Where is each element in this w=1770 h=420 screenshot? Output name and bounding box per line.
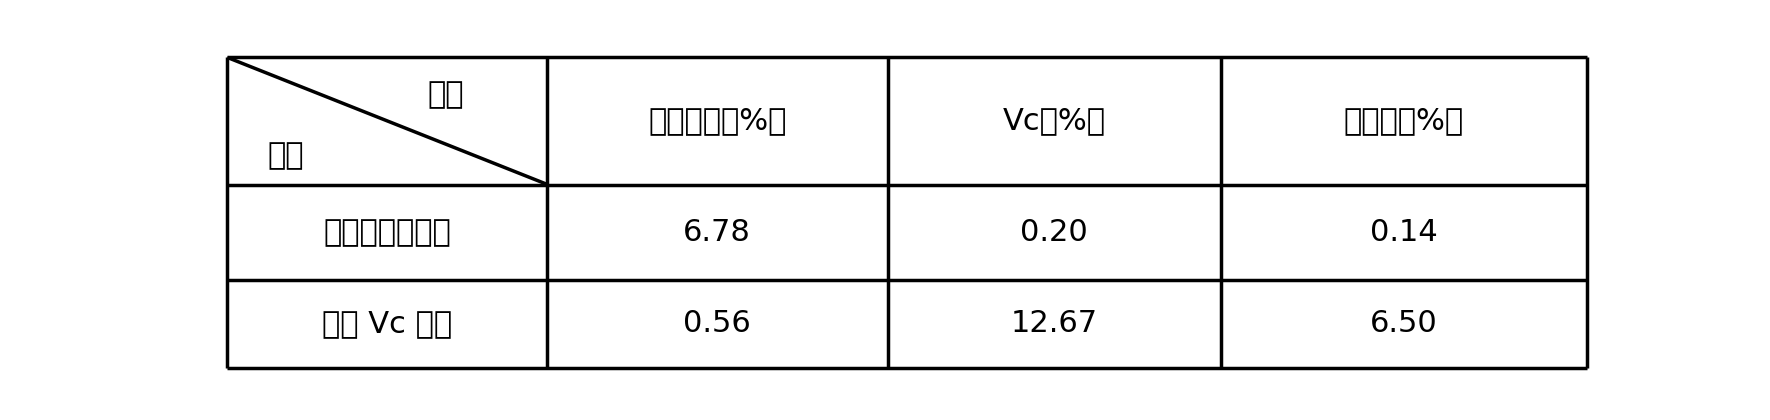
Text: 0.20: 0.20 <box>1021 218 1089 247</box>
Text: Vc（%）: Vc（%） <box>1004 106 1106 135</box>
Text: 6.78: 6.78 <box>683 218 750 247</box>
Text: 0.56: 0.56 <box>683 309 750 338</box>
Text: 山梨糖（%）: 山梨糖（%） <box>1343 106 1464 135</box>
Text: 0.14: 0.14 <box>1370 218 1437 247</box>
Text: 古龙酸根（%）: 古龙酸根（%） <box>648 106 786 135</box>
Text: 12.67: 12.67 <box>1011 309 1097 338</box>
Text: 组成: 组成 <box>427 81 464 110</box>
Text: 6.50: 6.50 <box>1370 309 1437 338</box>
Text: 项目: 项目 <box>267 142 304 171</box>
Text: 富含 Vc 组分: 富含 Vc 组分 <box>322 309 451 338</box>
Text: 富含古龙酸组分: 富含古龙酸组分 <box>324 218 451 247</box>
